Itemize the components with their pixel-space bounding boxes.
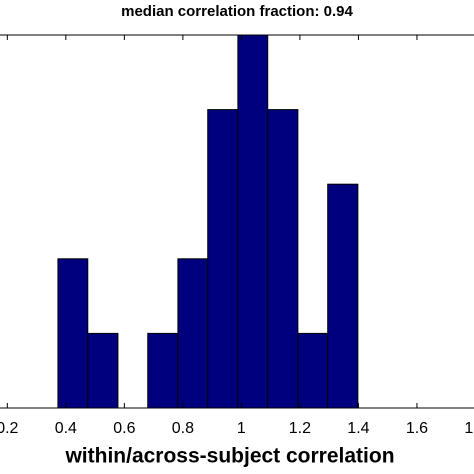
bar <box>237 34 269 409</box>
x-tick-label: 1 <box>237 420 246 437</box>
bar <box>147 332 179 409</box>
x-tick-label: 0.4 <box>55 420 77 437</box>
chart-title: median correlation fraction: 0.94 <box>121 3 353 20</box>
x-tick-label: 1.6 <box>406 420 428 437</box>
bar <box>87 332 119 409</box>
x-tick-label: 1.4 <box>347 420 369 437</box>
bar <box>207 109 239 409</box>
x-tick-label: 0.2 <box>0 420 19 437</box>
x-tick-label: 1.2 <box>289 420 311 437</box>
bar <box>327 183 359 409</box>
x-tick-label: 0.8 <box>172 420 194 437</box>
bar <box>177 258 209 409</box>
bar <box>57 258 89 409</box>
bar <box>297 332 329 409</box>
x-tick-label: 1.8 <box>464 420 474 437</box>
bar <box>267 109 299 409</box>
x-axis-label: within/across-subject correlation <box>64 445 394 468</box>
x-tick-label: 0.6 <box>113 420 135 437</box>
